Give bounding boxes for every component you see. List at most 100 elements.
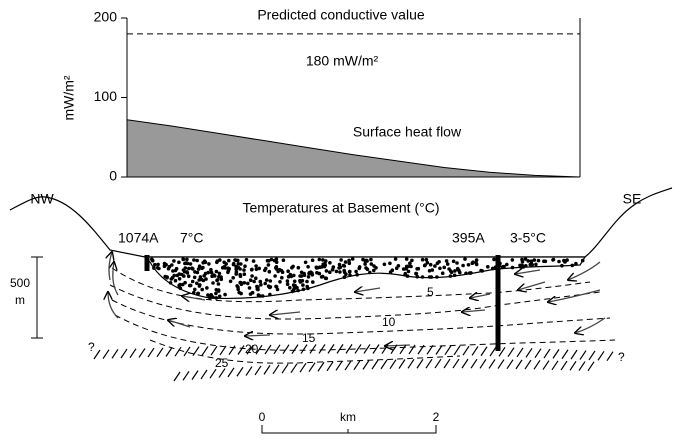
sediment-dot (580, 258, 585, 263)
sediment-dot (339, 258, 343, 262)
hatch-mark (389, 359, 397, 369)
hatch-mark (102, 349, 110, 360)
sediment-dot (323, 263, 328, 268)
sediment-dot (348, 273, 352, 278)
hatch-mark (426, 344, 434, 355)
sediment-dot (321, 258, 325, 262)
hatch-mark (120, 348, 128, 359)
y-axis-label: mW/m² (61, 75, 77, 120)
scale-label: km (340, 410, 356, 424)
sediment-dot (170, 263, 174, 267)
sediment-dot (231, 276, 235, 280)
hatch-mark (227, 367, 235, 378)
sediment-dot (410, 258, 414, 263)
sediment-dot (455, 266, 460, 271)
hatch-mark (147, 347, 155, 358)
annotation: 180 mW/m² (306, 53, 379, 69)
sediment-dot (235, 284, 239, 288)
sediment-dot (192, 258, 196, 262)
sediment-dot (231, 261, 236, 266)
sediment-dot (532, 258, 537, 262)
sediment-dot (203, 271, 208, 276)
sediment-dot (155, 266, 160, 270)
hatch-mark (173, 371, 181, 382)
sediment-dot (195, 270, 200, 275)
sediment-dot (186, 274, 191, 279)
sediment-dot (242, 272, 247, 277)
hatch-mark (525, 347, 533, 358)
sediment-dot (444, 259, 449, 263)
hatch-mark (515, 359, 523, 370)
hatch-mark (408, 344, 416, 355)
hatch-mark (272, 364, 280, 375)
sediment-dot (492, 257, 496, 262)
sediment-dot (215, 278, 220, 282)
hatch-mark (182, 370, 190, 381)
area (126, 119, 581, 178)
hatch-mark (156, 347, 164, 358)
sediment-dot (204, 277, 208, 281)
sediment-dot (341, 263, 346, 268)
vertical-scale (31, 256, 43, 339)
hatch-mark (452, 358, 460, 369)
hatch-mark (480, 346, 488, 357)
hatch-mark (506, 359, 514, 370)
hatch-mark (363, 344, 371, 354)
sediment-dot (192, 275, 197, 280)
sediment-dot (404, 257, 409, 261)
sediment-dot (328, 261, 332, 265)
sediment-dot (324, 276, 329, 281)
sediment-dot (420, 275, 425, 279)
hatch-mark (290, 363, 298, 374)
sediment-dot (274, 265, 279, 269)
sediment-dot (193, 287, 197, 292)
hatch-mark (192, 346, 200, 356)
sediment-dot (250, 267, 254, 272)
sediment-dot (246, 281, 250, 286)
sediment-dot (526, 259, 530, 263)
site-temp: 3-5°C (510, 230, 546, 246)
sediment-dot (197, 278, 201, 282)
hatch-mark (345, 344, 353, 354)
hatch-mark (552, 349, 560, 359)
sediment-dot (347, 269, 352, 274)
sediment-dot (296, 265, 301, 270)
hatch-mark (380, 359, 388, 370)
hatch-mark (291, 344, 299, 354)
sediment-dot (562, 258, 566, 263)
hatch-mark (533, 359, 541, 370)
sediment-dot (207, 262, 211, 266)
sediment-dot (427, 269, 432, 273)
sediment-dot (342, 270, 347, 275)
sediment-dot (267, 269, 272, 274)
sediment-dot (183, 266, 188, 270)
sediment-dot (315, 270, 319, 275)
sediment-dot (214, 269, 219, 274)
sediment-dot (214, 288, 219, 292)
sediment-dot (238, 274, 243, 279)
cross-section: Temperatures at Basement (°C) NW SE 1074… (9, 187, 673, 434)
sediment-dot (257, 266, 262, 271)
hatch-mark (218, 368, 226, 378)
sediment-dot (203, 260, 208, 265)
sediment-dot (242, 281, 247, 285)
hatch-mark (606, 351, 614, 362)
sediment-dot (310, 258, 315, 263)
hatch-mark (489, 346, 497, 357)
sediment-dot (211, 281, 215, 285)
sediment-dot (364, 266, 368, 270)
sediment-pattern (150, 257, 585, 300)
hatch-mark (435, 345, 443, 355)
sediment-dot (280, 270, 285, 275)
sediment-dot (233, 258, 237, 262)
sediment-dot (305, 279, 309, 284)
sediment-dot (357, 266, 362, 271)
sediment-dot (401, 267, 406, 271)
sediment-dot (281, 258, 286, 263)
hatch-mark (281, 363, 289, 374)
hatch-mark (237, 345, 245, 355)
sediment-dot (217, 294, 222, 299)
sediment-dot (162, 261, 167, 266)
sediment-dot (250, 274, 254, 278)
hatch-mark (398, 359, 406, 369)
